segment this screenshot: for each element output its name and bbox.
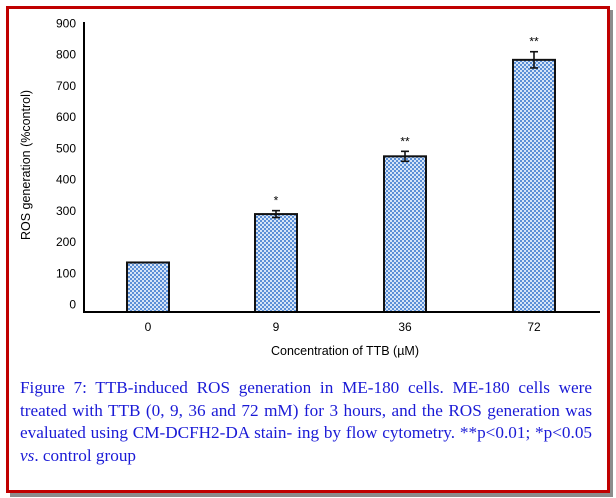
x-tick-label: 72 bbox=[527, 320, 541, 334]
y-tick-label: 400 bbox=[56, 173, 76, 187]
x-axis-ticks: 0 9 36 72 bbox=[145, 320, 541, 334]
y-tick-label: 600 bbox=[56, 110, 76, 124]
bar bbox=[512, 58, 556, 313]
bar bbox=[126, 261, 170, 314]
caption-line-1: Figure 7: TTB-induced ROS generation in … bbox=[20, 378, 510, 397]
caption-line-4a: ing by flow cytometry. **p<0.01; *p<0.05 bbox=[297, 423, 593, 442]
x-axis-title: Concentration of TTB (µM) bbox=[271, 344, 419, 358]
significance-label: * bbox=[274, 194, 279, 208]
y-axis-title: ROS generation (%control) bbox=[19, 90, 33, 240]
bars: ***** bbox=[126, 35, 556, 314]
y-tick-label: 700 bbox=[56, 79, 76, 93]
y-tick-label: 900 bbox=[56, 17, 76, 31]
y-tick-label: 100 bbox=[56, 266, 76, 280]
y-tick-label: 800 bbox=[56, 48, 76, 62]
caption-line-2: cells were treated with TTB (0, 9, 36 an… bbox=[20, 378, 592, 420]
y-tick-label: 200 bbox=[56, 235, 76, 249]
caption-line-3: the ROS generation was evaluated using C… bbox=[20, 400, 593, 443]
x-tick-label: 9 bbox=[273, 320, 280, 334]
error-bar bbox=[272, 209, 280, 219]
y-tick-label: 300 bbox=[56, 204, 76, 218]
significance-label: ** bbox=[400, 134, 410, 148]
y-tick-label: 0 bbox=[69, 298, 76, 312]
bar bbox=[383, 155, 427, 313]
error-bar bbox=[401, 150, 409, 163]
figure-caption: Figure 7: TTB-induced ROS generation in … bbox=[20, 377, 592, 467]
error-bar bbox=[530, 50, 538, 69]
y-axis-ticks: 0 100 200 300 400 500 600 700 800 900 bbox=[56, 17, 76, 312]
caption-vs: vs bbox=[20, 445, 35, 465]
significance-label: ** bbox=[529, 35, 539, 49]
bar bbox=[254, 213, 298, 313]
y-tick-label: 500 bbox=[56, 141, 76, 155]
x-tick-label: 36 bbox=[398, 320, 412, 334]
x-tick-label: 0 bbox=[145, 320, 152, 334]
figure-frame bbox=[6, 6, 610, 493]
caption-line-4c: . control group bbox=[34, 445, 137, 465]
